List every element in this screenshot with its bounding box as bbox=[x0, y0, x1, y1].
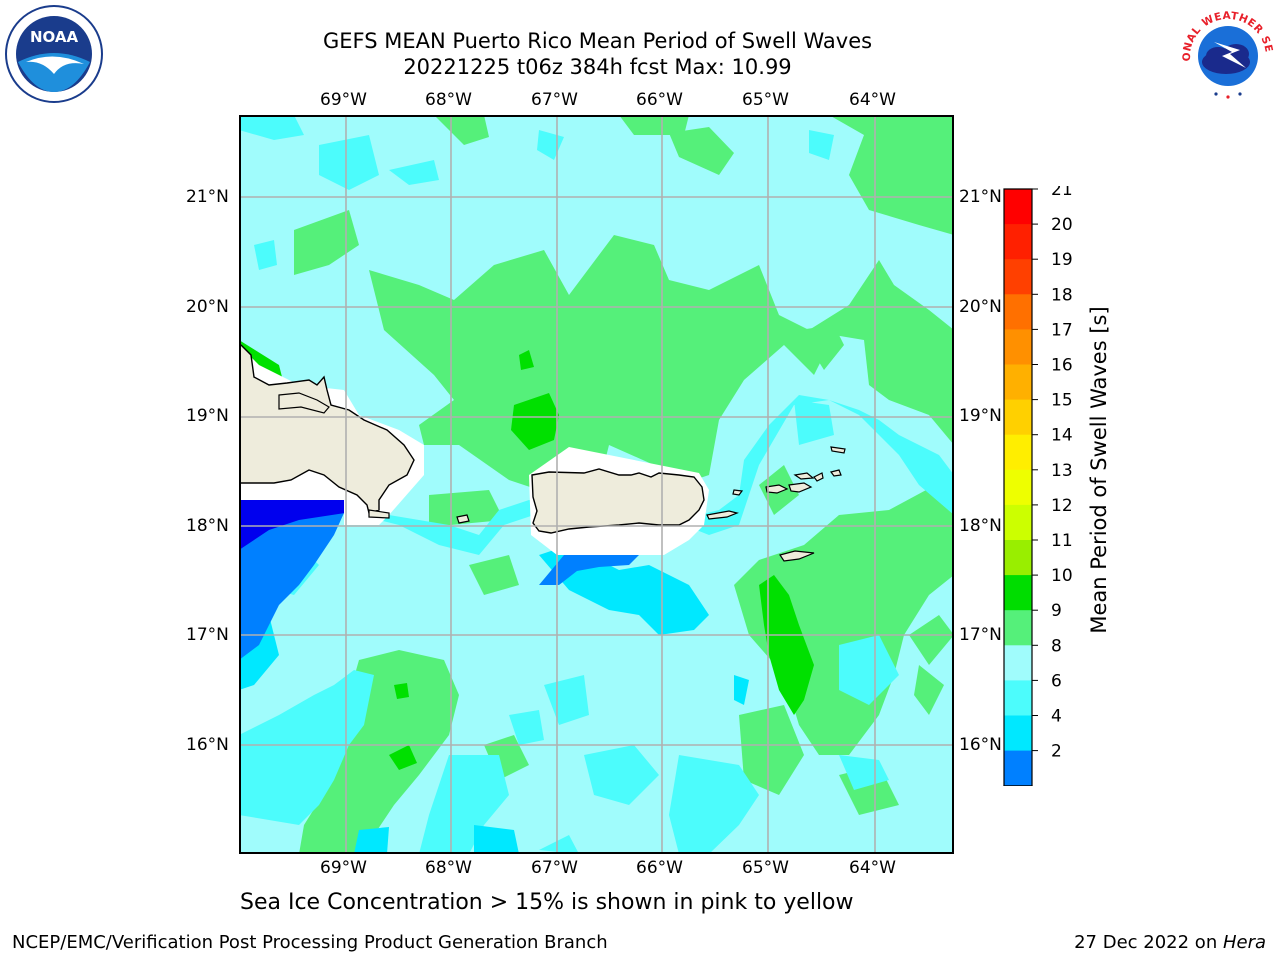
lat-label-right: 17°N bbox=[959, 625, 1002, 645]
sea-ice-note: Sea Ice Concentration > 15% is shown in … bbox=[240, 890, 854, 915]
colorbar-band bbox=[1004, 750, 1032, 786]
colorbar-band bbox=[1004, 469, 1032, 506]
lon-label-top: 67°W bbox=[531, 90, 578, 110]
lat-label-right: 18°N bbox=[959, 516, 1002, 536]
field-2-4s bbox=[239, 513, 639, 660]
colorbar-band bbox=[1004, 610, 1032, 646]
graticule bbox=[239, 115, 954, 854]
hispaniola-land bbox=[239, 342, 415, 514]
lon-label-bottom: 69°W bbox=[320, 858, 367, 878]
colorbar-band bbox=[1004, 399, 1032, 436]
colorbar-band bbox=[1004, 504, 1032, 541]
colorbar-band bbox=[1004, 224, 1032, 260]
producer-credit: NCEP/EMC/Verification Post Processing Pr… bbox=[12, 932, 608, 953]
field-below-2s bbox=[239, 500, 345, 550]
lat-label-left: 16°N bbox=[186, 735, 229, 755]
colorbar-band bbox=[1004, 434, 1032, 471]
host-name: Hera bbox=[1222, 932, 1266, 953]
colorbar-tick-label: 12 bbox=[1051, 496, 1073, 516]
colorbar-tick-label: 10 bbox=[1051, 566, 1073, 586]
lat-label-left: 17°N bbox=[186, 625, 229, 645]
colorbar-band bbox=[1004, 575, 1032, 611]
lon-label-bottom: 67°W bbox=[531, 858, 578, 878]
colorbar-band bbox=[1004, 259, 1032, 295]
colorbar-tick-label: 17 bbox=[1051, 320, 1073, 340]
colorbar-tick-label: 4 bbox=[1051, 707, 1062, 727]
swell-period-map bbox=[239, 115, 954, 854]
colorbar-tick-label: 2 bbox=[1051, 742, 1062, 762]
lon-label-bottom: 68°W bbox=[425, 858, 472, 878]
colorbar-tick-label: 14 bbox=[1051, 426, 1073, 446]
generation-date: 27 Dec 2022 on Hera bbox=[1074, 932, 1266, 953]
colorbar-tick-label: 15 bbox=[1051, 391, 1073, 411]
colorbar-band bbox=[1004, 540, 1032, 576]
lat-label-left: 21°N bbox=[186, 187, 229, 207]
map-title: GEFS MEAN Puerto Rico Mean Period of Swe… bbox=[322, 29, 873, 53]
colorbar-band bbox=[1004, 189, 1032, 225]
colorbar-tick-label: 6 bbox=[1051, 671, 1062, 691]
lon-label-top: 68°W bbox=[425, 90, 472, 110]
map-border bbox=[239, 115, 954, 854]
colorbar-band bbox=[1004, 680, 1032, 716]
noaa-logo-text: NOAA bbox=[30, 28, 79, 46]
lon-label-top: 66°W bbox=[636, 90, 683, 110]
colorbar-tick-label: 21 bbox=[1051, 186, 1073, 200]
colorbar-tick-label: 16 bbox=[1051, 356, 1073, 376]
nws-logo-icon: NATIONAL WEATHER SERVICE bbox=[1178, 2, 1274, 100]
lat-label-right: 16°N bbox=[959, 735, 1002, 755]
lon-label-top: 64°W bbox=[849, 90, 896, 110]
puerto-rico-land bbox=[531, 468, 705, 534]
colorbar-band bbox=[1004, 645, 1032, 681]
lon-label-bottom: 66°W bbox=[636, 858, 683, 878]
colorbar-tick-label: 19 bbox=[1051, 250, 1073, 270]
colorbar: 21 20 19 18 17 16 15 14 13 12 11 10 9 8 6 4 2 Mean Perio… bbox=[1003, 186, 1110, 786]
lat-label-right: 21°N bbox=[959, 187, 1002, 207]
colorbar-tick-label: 11 bbox=[1051, 531, 1073, 551]
noaa-logo-icon: NOAA bbox=[5, 5, 103, 103]
lat-label-left: 20°N bbox=[186, 297, 229, 317]
colorbar-band bbox=[1004, 715, 1032, 752]
lon-label-top: 65°W bbox=[742, 90, 789, 110]
virgin-islands-land bbox=[456, 446, 846, 562]
colorbar-band bbox=[1004, 294, 1032, 330]
lat-label-left: 19°N bbox=[186, 406, 229, 426]
colorbar-label: Mean Period of Swell Waves [s] bbox=[1087, 306, 1110, 633]
lat-label-left: 18°N bbox=[186, 516, 229, 536]
map-subtitle: 20221225 t06z 384h fcst Max: 10.99 bbox=[403, 55, 792, 79]
colorbar-band bbox=[1004, 329, 1032, 365]
colorbar-tick-label: 8 bbox=[1051, 636, 1062, 656]
colorbar-tick-label: 18 bbox=[1051, 285, 1073, 305]
lon-label-bottom: 64°W bbox=[849, 858, 896, 878]
lon-label-bottom: 65°W bbox=[742, 858, 789, 878]
lat-label-right: 19°N bbox=[959, 406, 1002, 426]
colorbar-tick-label: 20 bbox=[1051, 215, 1073, 235]
lat-label-right: 20°N bbox=[959, 297, 1002, 317]
colorbar-tick-label: 13 bbox=[1051, 461, 1073, 481]
lon-label-top: 69°W bbox=[320, 90, 367, 110]
colorbar-tick-label: 9 bbox=[1051, 601, 1062, 621]
colorbar-band bbox=[1004, 364, 1032, 401]
